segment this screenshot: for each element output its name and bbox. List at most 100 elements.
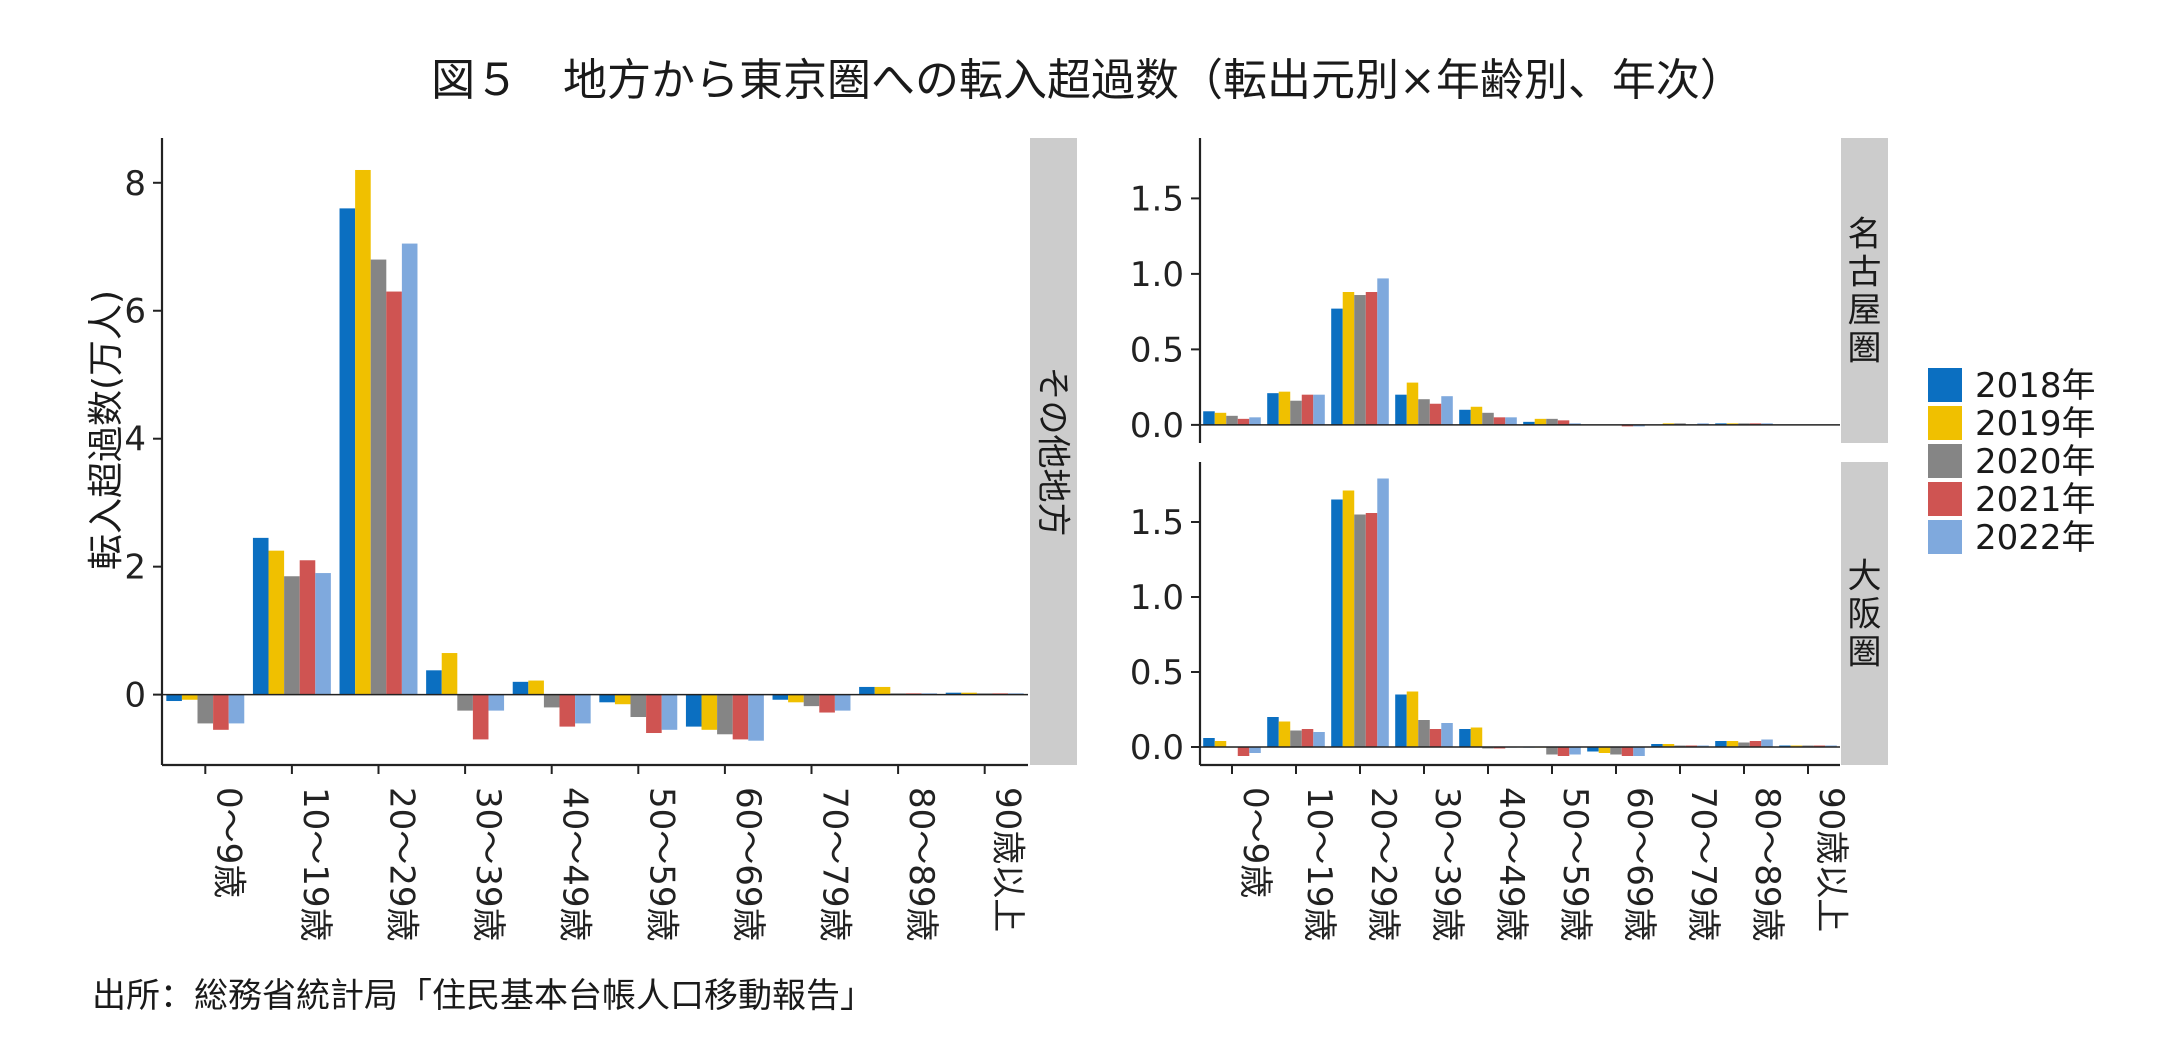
- bar: [386, 291, 402, 695]
- bar: [512, 681, 529, 695]
- bar: [166, 694, 182, 702]
- x-tick-label: 0～9歳: [1235, 787, 1275, 898]
- x-tick-label: 90歳以上: [988, 787, 1028, 932]
- bar: [1459, 409, 1471, 425]
- panel-other-regions: 0 2 4 6 8 0～9歳 10～19歳 20～29歳 30～39歳 40～49歳 50～59歳 6…: [124, 138, 1077, 942]
- bar: [1429, 403, 1442, 425]
- bar: [1377, 478, 1389, 747]
- bar: [1249, 747, 1261, 753]
- bar: [772, 694, 789, 700]
- bar: [1342, 292, 1355, 425]
- x-tick-label: 30～39歳: [1427, 787, 1467, 942]
- y-tick-label: 4: [124, 420, 146, 460]
- bar: [1377, 278, 1389, 425]
- y-tick-label: 0.0: [1130, 406, 1184, 446]
- bar: [1301, 394, 1314, 425]
- bar: [1546, 747, 1558, 755]
- bar: [1633, 747, 1645, 756]
- bar: [1441, 396, 1453, 425]
- bar: [441, 653, 458, 695]
- x-tick-label: 80～89歳: [1747, 787, 1787, 942]
- bar: [1331, 308, 1343, 425]
- bar: [1662, 744, 1675, 747]
- bar: [1313, 732, 1325, 747]
- bar: [599, 694, 615, 703]
- y-tick-label: 1.0: [1130, 255, 1184, 295]
- bar: [1482, 412, 1494, 425]
- bar: [1587, 747, 1599, 752]
- bar: [803, 694, 820, 707]
- bar: [181, 694, 198, 700]
- bar: [1738, 742, 1750, 747]
- bar: [488, 694, 505, 711]
- bar: [339, 208, 356, 695]
- legend-swatch: [1928, 444, 1962, 478]
- bar: [1365, 513, 1378, 747]
- bar: [1290, 730, 1302, 747]
- bar: [1651, 744, 1663, 747]
- bar: [1331, 499, 1343, 747]
- y-tick-label: 1.5: [1130, 503, 1184, 543]
- x-tick-label: 50～59歳: [1555, 787, 1595, 942]
- bar: [1395, 394, 1407, 425]
- y-axis-title: 転入超過数(万人): [86, 290, 127, 570]
- bar: [457, 694, 473, 711]
- x-tick-label: 0～9歳: [208, 787, 248, 898]
- bar: [1749, 741, 1762, 747]
- bar: [1214, 412, 1227, 425]
- bar: [1546, 418, 1558, 425]
- facet-strip-label: その他地方: [1033, 367, 1073, 537]
- bar: [213, 694, 229, 730]
- bar: [859, 686, 875, 695]
- bar: [1342, 490, 1355, 747]
- panel-nagoya: 0.0 0.5 1.0 1.5 名古屋圏: [1130, 138, 1888, 446]
- x-tick-label: 30～39歳: [468, 787, 508, 942]
- y-tick-label: 0.0: [1130, 728, 1184, 768]
- y-tick-label: 1.0: [1130, 578, 1184, 618]
- bar: [575, 694, 591, 724]
- y-tick-label: 1.5: [1130, 179, 1184, 219]
- bar: [1493, 417, 1506, 425]
- bar: [1365, 292, 1378, 425]
- bar: [284, 576, 300, 695]
- legend-label: 2022年: [1975, 518, 2096, 558]
- bar: [1301, 729, 1314, 747]
- y-tick-label: 0.5: [1130, 330, 1184, 370]
- y-tick-label: 6: [124, 292, 146, 332]
- x-tick-label: 10～19歳: [1299, 787, 1339, 942]
- bar: [559, 694, 576, 727]
- legend-label: 2019年: [1975, 404, 2096, 444]
- bar: [945, 692, 962, 695]
- bar: [1726, 741, 1739, 747]
- bar: [1715, 741, 1727, 747]
- bar: [1214, 741, 1227, 747]
- bar: [661, 694, 678, 730]
- x-tick-label: 80～89歳: [901, 787, 941, 942]
- bar: [1278, 721, 1291, 747]
- bar: [748, 694, 764, 741]
- legend-swatch: [1928, 406, 1962, 440]
- chart-title: 図５ 地方から東京圏への転入超過数（転出元別×年齢別、年次）: [431, 55, 1744, 106]
- x-tick-label: 50～59歳: [641, 787, 681, 942]
- bar: [1226, 415, 1238, 425]
- bar: [1470, 727, 1483, 747]
- bar: [370, 259, 387, 695]
- bar: [1761, 739, 1773, 747]
- y-tick-label: 0: [124, 676, 146, 716]
- facet-strip-label: 大阪圏: [1848, 557, 1882, 673]
- bar: [299, 560, 316, 695]
- legend-label: 2018年: [1975, 366, 2096, 406]
- bar: [819, 694, 835, 713]
- x-tick-label: 70～79歳: [1683, 787, 1723, 942]
- bar: [1569, 747, 1581, 755]
- facet-strip: [1841, 462, 1888, 765]
- bar: [614, 694, 631, 705]
- source-note: 出所：総務省統計局「住民基本台帳人口移動報告」: [92, 976, 874, 1016]
- bar: [268, 550, 285, 695]
- x-tick-label: 20～29歳: [1363, 787, 1403, 942]
- bar: [961, 692, 977, 695]
- bar: [1534, 418, 1547, 425]
- bar: [1557, 747, 1570, 756]
- bar: [1441, 723, 1453, 747]
